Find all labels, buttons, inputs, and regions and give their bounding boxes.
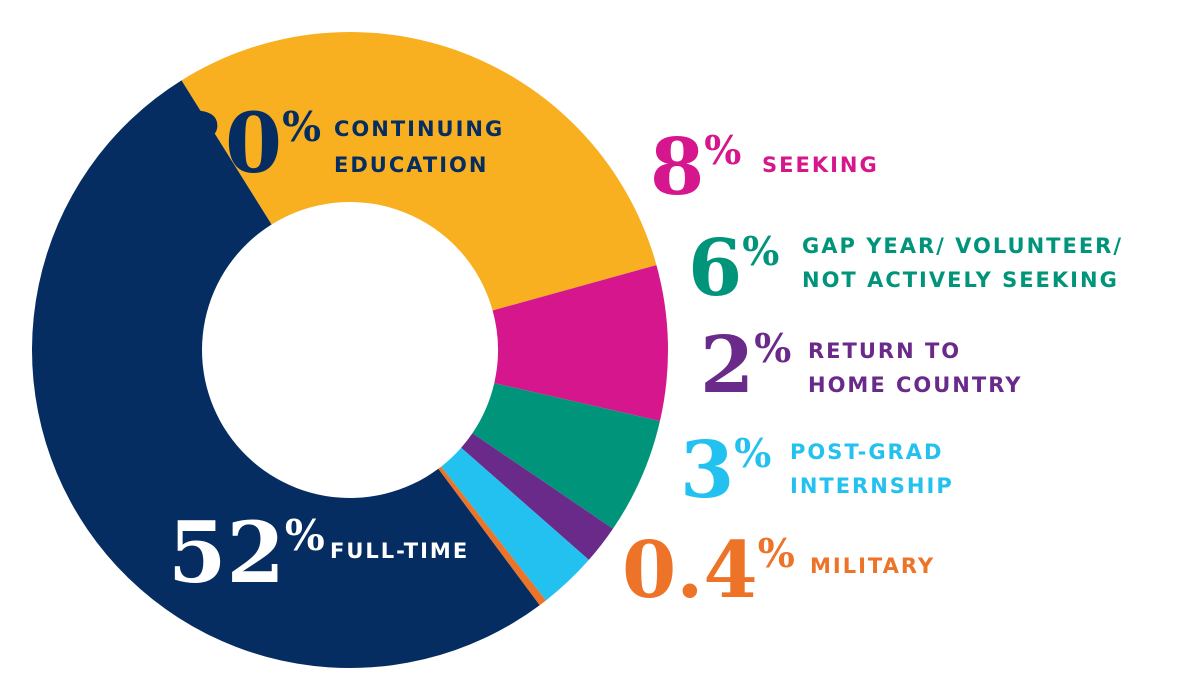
value-gap-year-volunteer-not-actively-seeking: 6% [688, 223, 779, 314]
donut-slices [31, 32, 668, 669]
slice-return-to-home-country [461, 433, 613, 560]
slice-labels: 52% FULL-TIME 30% CONTINUING EDUCATION 8% SEEK… [168, 96, 1123, 616]
slice-continuing-education [181, 32, 657, 311]
slice-gap-year-volunteer-not-actively-seeking [472, 383, 660, 529]
value-continuing-education: 30% [168, 96, 321, 192]
label-seeking-line-1: SEEKING [762, 153, 879, 177]
label-full-time-line-1: FULL-TIME [330, 539, 469, 563]
value-military: 0.4% [622, 525, 795, 616]
slice-post-grad-internship [441, 447, 589, 601]
value-seeking: 8% [650, 122, 741, 213]
label-continuing-education-line-2: EDUCATION [334, 153, 488, 177]
label-continuing-education-line-1: CONTINUING [334, 117, 504, 141]
slice-seeking [492, 265, 668, 422]
label-post-grad-internship-line-1: POST-GRAD [790, 440, 943, 464]
label-military-line-1: MILITARY [810, 554, 935, 578]
label-post-grad-internship-line-2: INTERNSHIP [790, 474, 954, 498]
value-return-to-home-country: 2% [700, 320, 791, 411]
value-full-time: 52% [168, 503, 325, 602]
label-return-to-home-country-line-1: RETURN TO [808, 339, 961, 363]
label-gap-year-volunteer-not-actively-seeking-line-2: NOT ACTIVELY SEEKING [802, 268, 1119, 292]
slice-military [438, 466, 546, 606]
label-gap-year-volunteer-not-actively-seeking-line-1: GAP YEAR/ VOLUNTEER/ [802, 234, 1123, 258]
label-return-to-home-country-line-2: HOME COUNTRY [808, 373, 1022, 397]
value-post-grad-internship: 3% [680, 425, 771, 516]
slice-full-time [31, 80, 540, 669]
